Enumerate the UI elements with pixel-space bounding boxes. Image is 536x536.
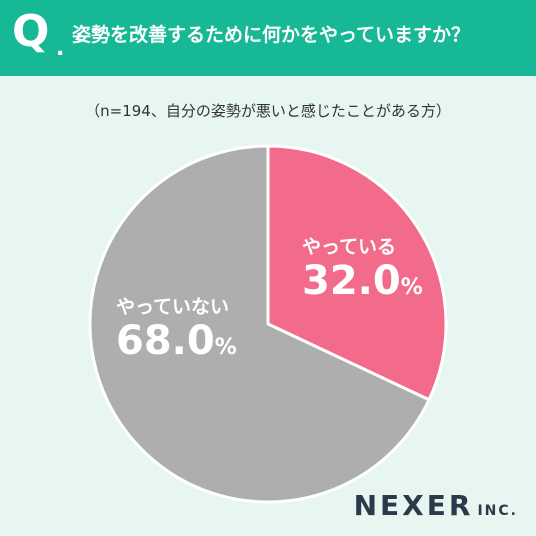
slice-label-yes: やっている 32.0% (302, 232, 423, 303)
q-mark: Q (12, 6, 50, 57)
header-bar: Q . 姿勢を改善するために何かをやっていますか？ (0, 0, 536, 76)
question-title: 姿勢を改善するために何かをやっていますか？ (72, 24, 471, 46)
slice-percent-no: 68.0% (116, 319, 237, 363)
q-dot: . (56, 36, 65, 61)
pie-slice-no (88, 144, 431, 504)
slice-label-no: やっていない 68.0% (116, 292, 237, 363)
sample-note: （n=194、自分の姿勢が悪いと感じたことがある方） (85, 102, 451, 120)
slice-value-yes: 32.0 (302, 258, 401, 304)
logo-main: NEXER (353, 489, 474, 522)
slice-unit-yes: % (400, 275, 423, 300)
nexer-logo: NEXER INC. (354, 489, 518, 522)
slice-unit-no: % (214, 335, 237, 360)
slice-name-yes: やっている (302, 236, 397, 258)
slice-value-no: 68.0 (116, 318, 215, 364)
logo-suffix: INC. (477, 503, 518, 519)
slice-percent-yes: 32.0% (302, 259, 423, 303)
pie-slice-yes (266, 144, 448, 402)
slice-name-no: やっていない (116, 296, 230, 318)
